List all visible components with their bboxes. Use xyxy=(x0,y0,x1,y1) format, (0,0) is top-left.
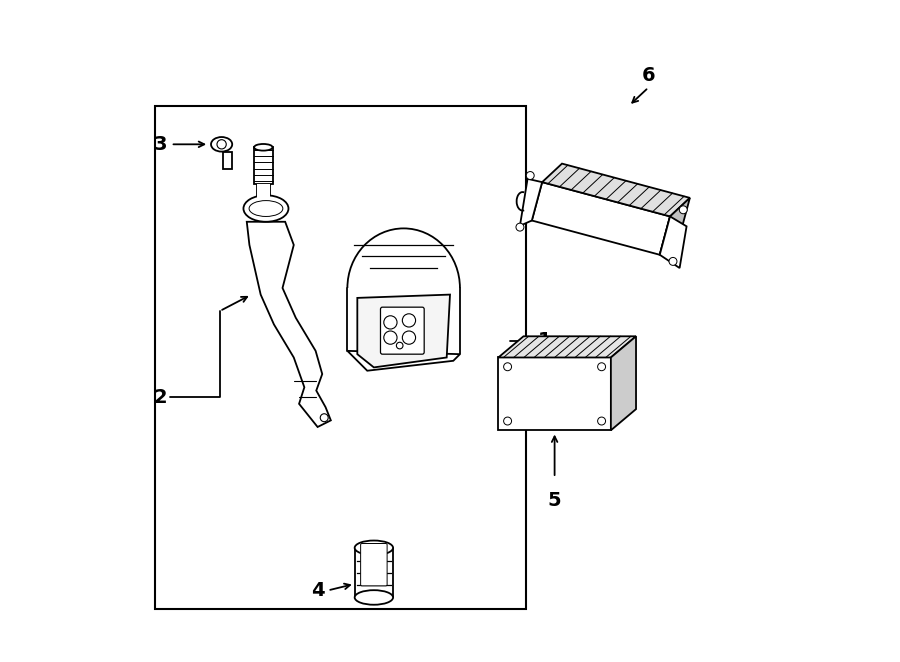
Circle shape xyxy=(402,314,416,327)
Polygon shape xyxy=(520,179,542,226)
Circle shape xyxy=(217,140,226,149)
Circle shape xyxy=(320,414,328,422)
Circle shape xyxy=(396,342,403,349)
Polygon shape xyxy=(357,295,450,367)
Ellipse shape xyxy=(211,137,232,152)
Ellipse shape xyxy=(244,195,289,222)
FancyBboxPatch shape xyxy=(381,307,424,354)
Circle shape xyxy=(402,331,416,344)
Polygon shape xyxy=(611,336,636,430)
Polygon shape xyxy=(660,216,687,268)
Polygon shape xyxy=(223,152,231,169)
Circle shape xyxy=(504,363,511,371)
Bar xyxy=(254,148,273,184)
Polygon shape xyxy=(347,351,460,371)
Ellipse shape xyxy=(355,540,393,555)
Text: 1: 1 xyxy=(537,332,551,350)
Text: 6: 6 xyxy=(642,66,655,85)
Ellipse shape xyxy=(355,591,393,605)
Polygon shape xyxy=(499,336,636,357)
Text: 5: 5 xyxy=(548,491,562,510)
Text: 2: 2 xyxy=(153,388,166,406)
Circle shape xyxy=(669,258,677,265)
Circle shape xyxy=(598,417,606,425)
FancyBboxPatch shape xyxy=(361,544,387,586)
Polygon shape xyxy=(532,182,670,255)
Circle shape xyxy=(680,206,688,214)
Polygon shape xyxy=(660,198,690,255)
Polygon shape xyxy=(247,222,331,427)
Polygon shape xyxy=(542,164,690,216)
Circle shape xyxy=(504,417,511,425)
Bar xyxy=(256,184,270,209)
Ellipse shape xyxy=(249,201,283,216)
Text: 3: 3 xyxy=(154,135,167,154)
Circle shape xyxy=(383,331,397,344)
Bar xyxy=(499,357,611,430)
Circle shape xyxy=(383,316,397,329)
Circle shape xyxy=(598,363,606,371)
Circle shape xyxy=(516,223,524,231)
Bar xyxy=(156,106,526,609)
Ellipse shape xyxy=(254,144,273,151)
Circle shape xyxy=(526,171,535,179)
Text: 4: 4 xyxy=(310,581,324,600)
